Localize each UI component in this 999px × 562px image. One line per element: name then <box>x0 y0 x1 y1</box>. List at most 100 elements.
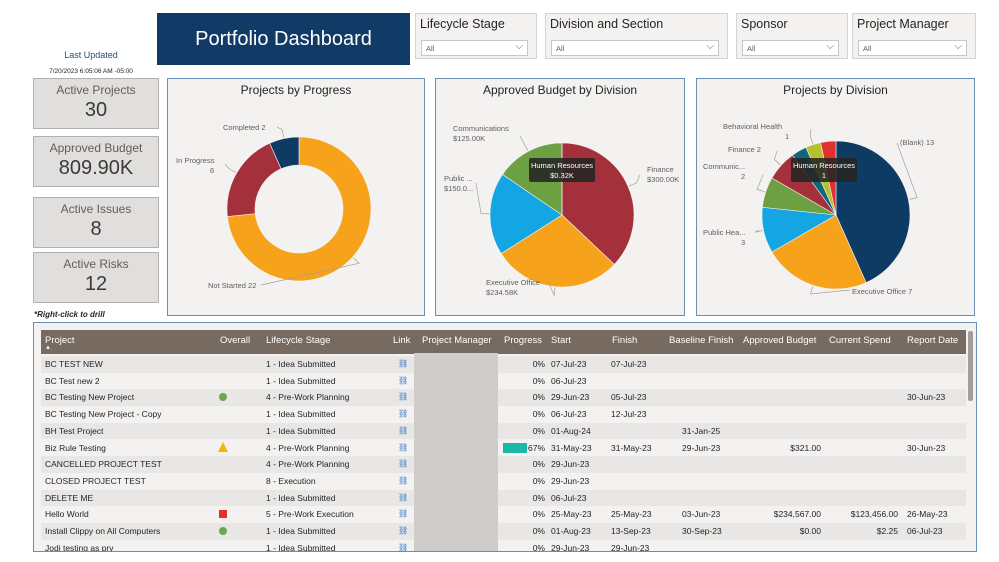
cell-approved-budget: $234,567.00 <box>773 509 821 520</box>
table-scrollbar[interactable] <box>968 331 973 401</box>
col-start[interactable]: Start <box>551 335 572 346</box>
cell-start: 06-Jul-23 <box>551 492 587 503</box>
kpi-label: Active Issues <box>60 202 132 216</box>
pie-slice[interactable] <box>500 214 615 288</box>
cell-project: CLOSED PROJECT TEST <box>45 475 146 486</box>
link-icon[interactable]: ⛓ <box>398 442 409 452</box>
link-icon[interactable]: ⛓ <box>398 375 409 385</box>
division-section-dropdown[interactable]: All ⌵ <box>551 40 719 56</box>
link-icon[interactable]: ⛓ <box>398 459 409 469</box>
table-row[interactable]: Jodi testing as prv 1 - Idea Submitted ⛓ 0%… <box>41 540 966 552</box>
table-row[interactable]: Install Clippy on All Computers 1 - Idea … <box>41 523 966 540</box>
link-icon[interactable]: ⛓ <box>398 542 409 552</box>
pie-slice[interactable] <box>489 174 563 254</box>
cell-finish: 13-Sep-23 <box>611 526 651 536</box>
link-icon[interactable]: ⛓ <box>398 526 409 535</box>
pie-slice[interactable] <box>269 136 300 170</box>
table-row[interactable]: BH Test Project 1 - Idea Submitted ⛓ 0% 01-A… <box>41 422 966 440</box>
col-current-spend[interactable]: Current Spend <box>829 335 891 346</box>
kpi-value: 8 <box>90 218 102 240</box>
leader-line <box>896 142 918 200</box>
table-row[interactable]: Biz Rule Testing 4 - Pre-Work Planning ⛓ 67… <box>41 440 966 457</box>
pie-slice[interactable] <box>227 136 372 282</box>
link-icon[interactable]: ⛓ <box>398 359 409 368</box>
chart-card-projects-by-division: Projects by Division (Blank) 13 Executive… <box>696 78 975 316</box>
leader-line <box>628 174 641 187</box>
project-manager-redacted-block <box>414 353 498 551</box>
slicer-title: Division and Section <box>550 17 664 31</box>
sponsor-dropdown[interactable]: All ⌵ <box>742 40 839 56</box>
cell-start: 06-Jul-23 <box>551 375 587 386</box>
chevron-down-icon: ⌵ <box>706 41 714 52</box>
data-label-value: 6 <box>210 166 214 175</box>
table-row[interactable]: CLOSED PROJECT TEST 8 - Execution ⛓ 0% 29-Ju… <box>41 473 966 490</box>
kpi-active-projects[interactable]: Active Projects 30 <box>33 78 159 129</box>
table-row[interactable]: Hello World 5 - Pre-Work Execution ⛓ 0% 25-M… <box>41 506 966 523</box>
sort-ascending-icon[interactable]: ▲ <box>45 345 51 351</box>
col-overall[interactable]: Overall <box>220 335 251 346</box>
table-row[interactable]: BC Testing New Project 4 - Pre-Work Plann… <box>41 389 966 407</box>
tooltip-line1: Human Resources <box>531 161 593 170</box>
status-red-icon <box>219 510 227 519</box>
status-green-icon <box>219 527 227 535</box>
leader-line <box>773 150 781 166</box>
tooltip-line2: $0.32K <box>550 171 574 180</box>
link-icon[interactable]: ⛓ <box>398 392 409 402</box>
col-progress[interactable]: Progress <box>504 335 543 346</box>
link-icon[interactable]: ⛓ <box>398 425 409 435</box>
col-approved-budget[interactable]: Approved Budget <box>743 335 817 346</box>
leader-line <box>547 280 556 296</box>
table-row[interactable]: BC Test new 2 1 - Idea Submitted ⛓ 0% 06-Jul… <box>41 373 966 390</box>
cell-project: CANCELLED PROJECT TEST <box>45 459 162 470</box>
col-report-date[interactable]: Report Date <box>907 335 959 346</box>
slicer-sponsor: Sponsor All ⌵ <box>736 13 848 59</box>
cell-start: 01-Aug-23 <box>551 526 591 536</box>
kpi-active-risks[interactable]: Active Risks 12 <box>33 252 159 303</box>
col-finish[interactable]: Finish <box>612 335 638 346</box>
col-project-manager[interactable]: Project Manager <box>422 335 492 346</box>
data-label-value: 1 <box>785 132 789 141</box>
drill-note: *Right-click to drill <box>34 310 105 319</box>
cell-start: 25-May-23 <box>551 509 592 520</box>
kpi-approved-budget[interactable]: Approved Budget 809.90K <box>33 136 159 187</box>
dropdown-value: All <box>426 44 435 53</box>
cell-start: 01-Aug-24 <box>551 425 591 436</box>
cell-project: BC Testing New Project - Copy <box>45 409 162 420</box>
cell-progress: 0% <box>532 392 545 403</box>
col-link[interactable]: Link <box>393 335 411 346</box>
cell-lifecycle-stage: 4 - Pre-Work Planning <box>266 392 350 403</box>
project-manager-dropdown[interactable]: All ⌵ <box>858 40 967 56</box>
table-row[interactable]: BC Testing New Project - Copy 1 - Idea Su… <box>41 406 966 423</box>
lifecycle-stage-dropdown[interactable]: All ⌵ <box>421 40 528 56</box>
data-label-value: $234.58K <box>486 288 518 297</box>
link-icon[interactable]: ⛓ <box>398 509 409 519</box>
col-baseline-finish[interactable]: Baseline Finish <box>669 335 734 346</box>
data-label: Completed 2 <box>223 123 266 132</box>
leader-line <box>756 174 765 193</box>
cell-lifecycle-stage: 1 - Idea Submitted <box>266 425 336 436</box>
cell-lifecycle-stage: 1 - Idea Submitted <box>266 409 336 420</box>
link-icon[interactable]: ⛓ <box>398 409 409 419</box>
link-icon[interactable]: ⛓ <box>398 492 409 502</box>
table-row[interactable]: DELETE ME 1 - Idea Submitted ⛓ 0% 06-Jul-23 <box>41 489 966 507</box>
data-label: Behavioral Health <box>723 122 782 131</box>
projects-by-division-chart[interactable]: (Blank) 13 Executive Office 7 Public Hea..… <box>697 79 976 317</box>
table-row[interactable]: CANCELLED PROJECT TEST 4 - Pre-Work Plann… <box>41 456 966 473</box>
status-green-icon <box>219 393 227 402</box>
kpi-active-issues[interactable]: Active Issues 8 <box>33 197 159 248</box>
budget-by-division-chart[interactable]: Finance$300.00K Executive Office$234.58K P… <box>436 79 686 317</box>
col-lifecycle-stage[interactable]: Lifecycle Stage <box>266 335 331 346</box>
data-label: In Progress <box>176 156 215 165</box>
table-row[interactable]: BC TEST NEW 1 - Idea Submitted ⛓ 0% 07-Jul-2… <box>41 356 966 373</box>
col-project[interactable]: Project <box>45 335 75 346</box>
cell-project: Hello World <box>45 509 89 520</box>
data-label: (Blank) 13 <box>900 138 934 147</box>
cell-project: Jodi testing as prv <box>45 542 114 552</box>
pie-slice[interactable] <box>226 142 282 217</box>
kpi-value: 809.90K <box>58 157 134 179</box>
link-icon[interactable]: ⛓ <box>398 475 409 485</box>
pie-slice[interactable] <box>771 214 867 290</box>
cell-lifecycle-stage: 8 - Execution <box>266 475 316 486</box>
progress-bar <box>503 442 528 453</box>
